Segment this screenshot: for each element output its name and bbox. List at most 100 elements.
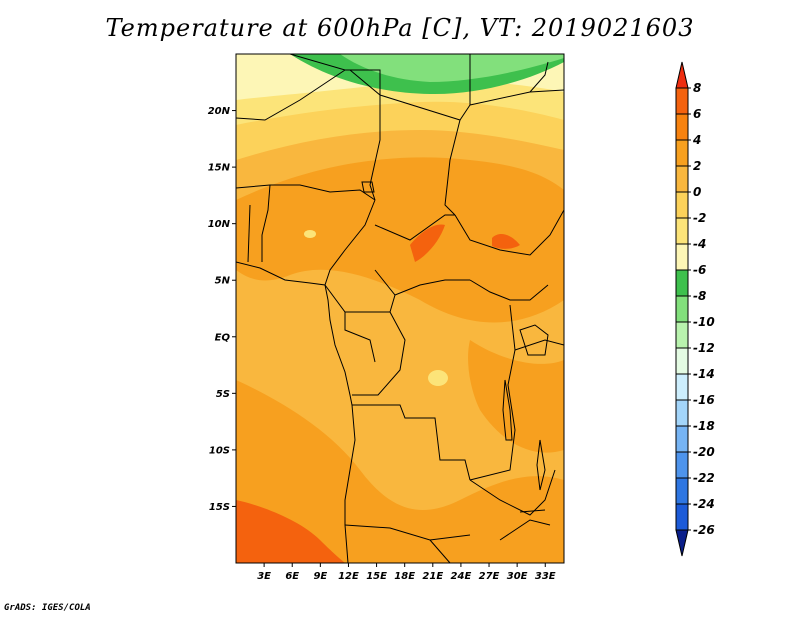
lake-malawi <box>536 439 546 491</box>
colorbar-bin-3 <box>675 139 689 167</box>
y-tick-label-1: 15N <box>208 163 231 174</box>
border-benin <box>261 184 271 262</box>
colorbar-bin-10 <box>675 321 689 349</box>
colorbar-bin-1 <box>675 87 689 115</box>
border-chad-north <box>379 54 471 121</box>
colorbar-label-11: -14 <box>693 367 715 381</box>
border-chad-sudan <box>444 119 461 216</box>
field-hot-central <box>410 224 445 262</box>
field-warm-south <box>236 380 564 563</box>
nile-coast-northeast <box>529 61 549 93</box>
colorbar-bin-16 <box>675 477 689 505</box>
colorbar-label-4: 0 <box>693 185 701 199</box>
colorbar-label-3: 2 <box>693 159 701 173</box>
border-zimbabwe <box>499 519 551 541</box>
colorbar-label-2: 4 <box>692 133 701 147</box>
field-hot-east <box>492 234 520 249</box>
colorbar-label-0: 8 <box>693 81 701 95</box>
map-frame <box>235 53 565 564</box>
colorbar-bin-9 <box>675 295 689 323</box>
y-tick-label-3: 5N <box>215 276 231 287</box>
colorbar: 8 6 4 2 0 -2 -4 -6 -8 -10 -12 -14 -16 -18 -20 -22 -24 -26 <box>675 61 715 557</box>
lake-tanganyika <box>502 379 513 441</box>
colorbar-label-15: -22 <box>693 471 715 485</box>
field-warm-central <box>236 157 564 323</box>
border-drc-east <box>469 304 516 481</box>
lake-victoria <box>519 324 549 356</box>
colorbar-bin-13 <box>675 399 689 427</box>
colorbar-label-10: -12 <box>693 341 715 355</box>
colorbar-bin-2 <box>675 113 689 141</box>
colorbar-label-16: -24 <box>693 497 715 511</box>
colorbar-label-7: -6 <box>693 263 706 277</box>
lake-kariba <box>519 509 546 513</box>
colorbar-bin-18 <box>675 529 689 557</box>
x-tick-label-0: 3E <box>257 571 271 582</box>
field-pale-spot-1 <box>428 370 448 386</box>
coastline-west <box>236 261 356 563</box>
colorbar-label-14: -20 <box>693 445 715 459</box>
x-tick-label-1: 6E <box>285 571 299 582</box>
x-tick-label-7: 24E <box>451 571 472 582</box>
colorbar-bin-12 <box>675 373 689 401</box>
y-tick-label-2: 10N <box>208 219 231 230</box>
x-tick-label-8: 27E <box>479 571 500 582</box>
colorbar-label-6: -4 <box>693 237 706 251</box>
colorbar-bin-15 <box>675 451 689 479</box>
colorbar-bin-5 <box>675 191 689 219</box>
x-tick-label-6: 21E <box>422 571 443 582</box>
temperature-field <box>236 54 564 563</box>
x-axis: 3E 6E 9E 12E 15E 18E 21E 24E 27E 30E 33E <box>257 563 556 582</box>
border-niger-north <box>236 69 346 121</box>
y-axis: 20N 15N 10N 5N EQ 5S 10S 15S <box>208 106 236 513</box>
border-drc-angola <box>352 404 471 481</box>
y-tick-label-5: 5S <box>216 389 230 400</box>
colorbar-label-8: -8 <box>693 289 706 303</box>
border-nigeria-cameroon <box>324 199 376 286</box>
border-nigeria-niger <box>236 184 376 201</box>
x-tick-label-3: 12E <box>338 571 359 582</box>
y-tick-label-6: 10S <box>209 445 230 456</box>
field-lightgreen-north <box>340 54 564 82</box>
colorbar-label-12: -16 <box>693 393 715 407</box>
field-hot-southwest <box>236 500 345 563</box>
border-togo <box>247 204 251 263</box>
x-tick-label-5: 18E <box>394 571 415 582</box>
x-tick-label-9: 30E <box>507 571 528 582</box>
border-zambia <box>469 469 556 516</box>
border-car-south <box>374 269 470 296</box>
colorbar-bin-14 <box>675 425 689 453</box>
border-angola-namibia <box>344 524 471 541</box>
colorbar-bin-7 <box>675 243 689 271</box>
country-borders <box>236 54 564 563</box>
colorbar-label-9: -10 <box>693 315 715 329</box>
border-gabon <box>344 312 376 363</box>
y-tick-label-7: 15S <box>209 502 230 513</box>
field-pale-spot-2 <box>304 230 316 238</box>
border-botswana <box>429 539 451 563</box>
colorbar-label-13: -18 <box>693 419 715 433</box>
colorbar-bin-4 <box>675 165 689 193</box>
colorbar-bin-6 <box>675 217 689 245</box>
field-warm-east <box>468 340 564 453</box>
colorbar-bin-17 <box>675 503 689 531</box>
border-congo <box>352 311 406 396</box>
border-algeria-libya <box>289 54 381 97</box>
x-tick-label-4: 15E <box>366 571 387 582</box>
colorbar-label-1: 6 <box>693 107 701 121</box>
y-tick-label-0: 20N <box>208 106 231 117</box>
border-car-chad <box>374 214 455 241</box>
colorbar-label-5: -2 <box>693 211 706 225</box>
y-tick-label-4: EQ <box>215 332 231 343</box>
footer-credit: GrADS: IGES/COLA <box>4 603 91 613</box>
border-cameroon-south <box>324 284 396 313</box>
colorbar-label-17: -26 <box>693 523 715 537</box>
chart-title: Temperature at 600hPa [C], VT: 201902160… <box>105 14 695 42</box>
border-southsudan-drc <box>469 279 549 301</box>
colorbar-bin-11 <box>675 347 689 375</box>
lake-chad <box>361 181 375 193</box>
colorbar-bin-8 <box>675 269 689 297</box>
x-tick-label-2: 9E <box>313 571 327 582</box>
x-tick-label-10: 33E <box>535 571 556 582</box>
